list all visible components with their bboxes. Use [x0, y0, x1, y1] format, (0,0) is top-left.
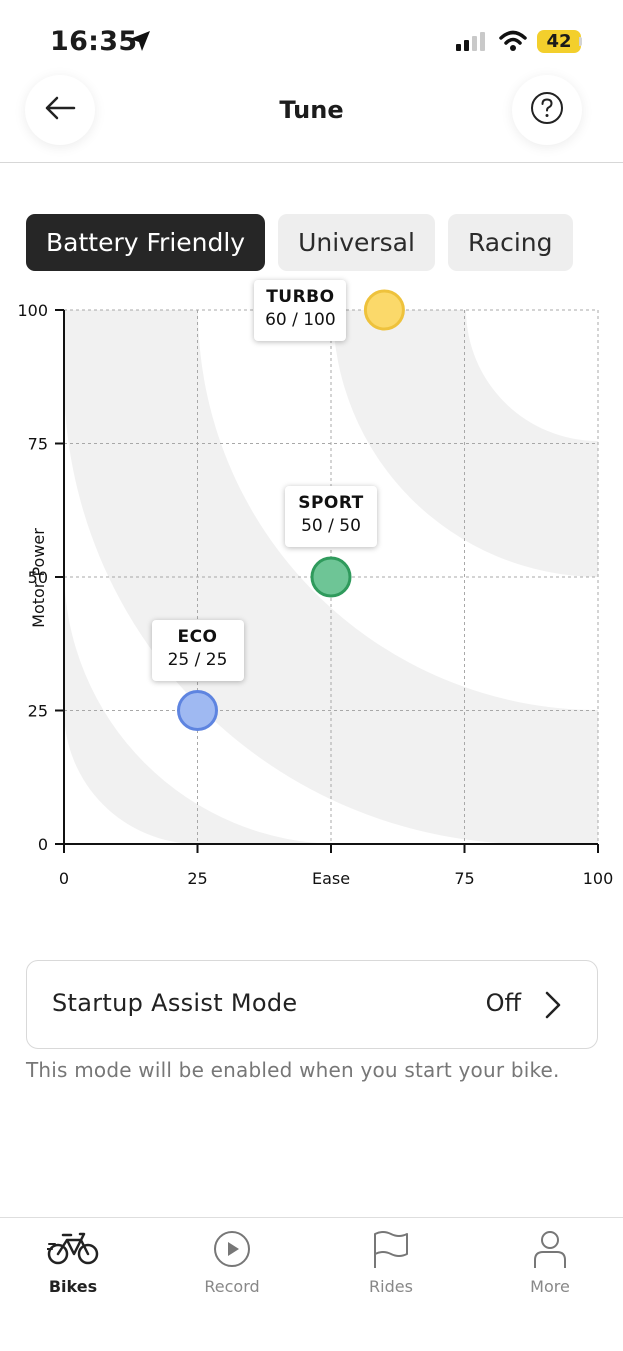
point-turbo[interactable]: [363, 289, 405, 331]
nav-label-record: Record: [204, 1277, 260, 1296]
y-tick-label: 0: [38, 835, 48, 854]
arrow-left-icon: [44, 96, 76, 124]
startup-assist-label: Startup Assist Mode: [52, 989, 298, 1017]
battery-indicator: 42: [537, 30, 581, 53]
y-tick-label: 75: [28, 435, 48, 454]
y-tick-label: 100: [17, 301, 48, 320]
callout-mode-value: 25 / 25: [167, 649, 228, 670]
help-button[interactable]: [512, 75, 582, 145]
callout-mode-name: ECO: [177, 626, 218, 647]
callout-sport: SPORT 50 / 50: [285, 486, 377, 547]
callout-eco: ECO 25 / 25: [151, 619, 244, 681]
battery-tip: [579, 37, 582, 46]
tab-racing[interactable]: Racing: [447, 214, 573, 271]
nav-label-rides: Rides: [369, 1277, 413, 1296]
tab-battery-friendly[interactable]: Battery Friendly: [26, 214, 266, 271]
y-axis-label: Motor Power: [29, 528, 48, 628]
x-tick-label: 100: [583, 869, 614, 888]
bottom-nav: Bikes Record Rides More: [0, 1217, 623, 1351]
bike-icon: [13, 1230, 133, 1266]
person-icon: [490, 1230, 610, 1270]
startup-assist-description: This mode will be enabled when you start…: [26, 1058, 560, 1082]
callout-mode-name: SPORT: [298, 493, 364, 513]
location-arrow-icon: [128, 29, 152, 57]
cellular-signal-icon: [456, 32, 488, 56]
nav-label-more: More: [530, 1277, 570, 1296]
flag-icon: [331, 1230, 451, 1270]
tab-universal[interactable]: Universal: [278, 214, 435, 271]
x-tick-label: 0: [59, 869, 69, 888]
chart-ticks: 0 25 Ease 75 100 100 75 50 25 0: [17, 301, 613, 888]
question-circle-icon: [530, 91, 564, 129]
point-eco[interactable]: [177, 690, 218, 731]
page-title: Tune: [279, 96, 344, 124]
callout-mode-value: 50 / 50: [301, 516, 361, 536]
x-tick-label: Ease: [312, 869, 350, 888]
status-time: 16:35: [50, 26, 138, 57]
x-tick-label: 25: [187, 869, 207, 888]
status-bar: 16:35 42: [0, 0, 623, 70]
nav-header: Tune: [0, 70, 623, 163]
play-circle-icon: [172, 1230, 292, 1268]
callout-mode-name: TURBO: [266, 286, 335, 307]
chart-grid: [64, 309, 599, 844]
nav-label-bikes: Bikes: [48, 1277, 98, 1296]
y-tick-label: 25: [28, 702, 48, 721]
x-tick-label: 75: [454, 869, 474, 888]
tune-chart: 0 25 Ease 75 100 100 75 50 25 0 Motor Power: [17, 289, 613, 888]
profile-tabs: Battery Friendly Universal Racing: [26, 214, 573, 271]
startup-assist-value: Off: [485, 989, 521, 1017]
point-sport[interactable]: [310, 556, 352, 598]
chevron-right-icon: [545, 991, 561, 1023]
callout-turbo: TURBO 60 / 100: [254, 279, 347, 341]
startup-assist-row[interactable]: Startup Assist Mode Off: [26, 960, 598, 1049]
callout-mode-value: 60 / 100: [265, 309, 336, 330]
chart-points: [177, 289, 405, 731]
back-button[interactable]: [25, 75, 95, 145]
wifi-icon: [499, 30, 527, 56]
y-tick-label: 50: [28, 568, 48, 587]
